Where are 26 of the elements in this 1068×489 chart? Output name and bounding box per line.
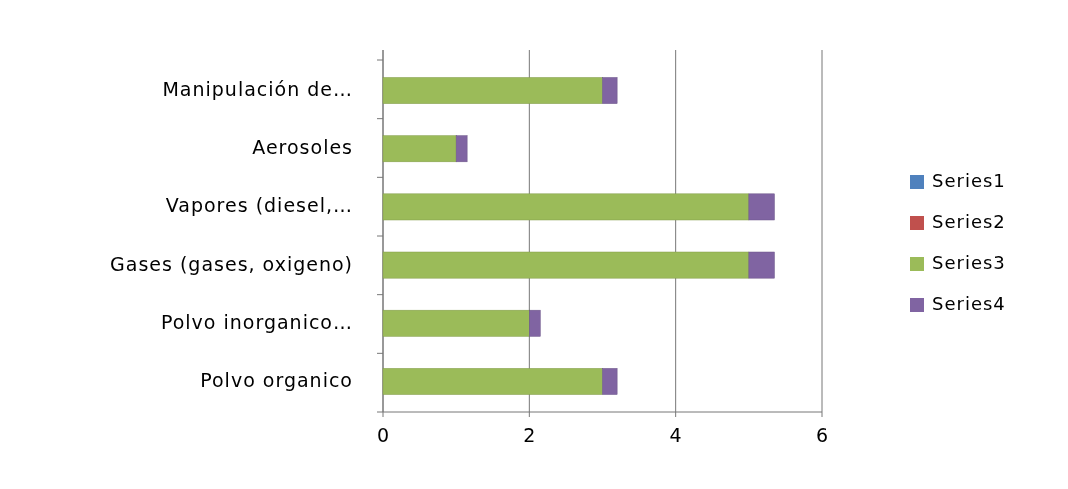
- bar: [529, 309, 541, 337]
- x-tick-label: 2: [523, 424, 536, 446]
- y-tick-label: Polvo organico: [200, 368, 353, 391]
- legend-label: Series4: [932, 293, 1006, 314]
- bar: [748, 193, 775, 221]
- x-tick-label: 6: [815, 424, 829, 446]
- x-tick-label: 0: [376, 424, 390, 446]
- bar: [382, 193, 750, 221]
- bar: [382, 135, 457, 163]
- legend-label: Series3: [932, 252, 1006, 273]
- bar: [382, 368, 603, 395]
- bar: [382, 309, 530, 337]
- y-tick-label: Aerosoles: [252, 136, 353, 159]
- bar: [748, 251, 775, 279]
- bar: [602, 77, 618, 104]
- y-tick-label: Manipulación de…: [162, 78, 353, 101]
- bar: [382, 77, 603, 104]
- bar: [455, 135, 468, 163]
- y-tick-label: Polvo inorganico…: [160, 310, 353, 333]
- x-tick-label: 4: [669, 424, 682, 446]
- y-tick-label: Vapores (diesel,…: [165, 194, 353, 217]
- bar: [602, 368, 618, 395]
- legend-label: Series1: [932, 170, 1006, 191]
- bar: [382, 251, 750, 279]
- legend-label: Series2: [932, 211, 1006, 232]
- y-tick-label: Gases (gases, oxigeno): [110, 252, 353, 275]
